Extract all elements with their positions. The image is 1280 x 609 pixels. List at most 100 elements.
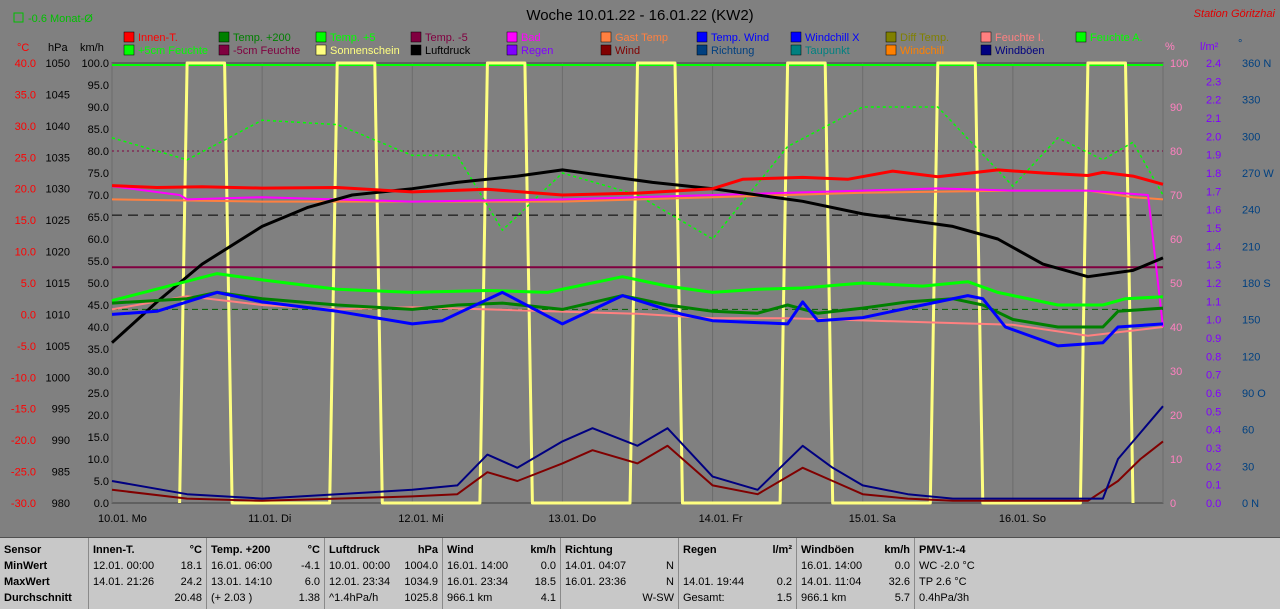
rain-tick-label: 2.4: [1206, 58, 1221, 70]
wind-unit-label: km/h: [80, 42, 104, 54]
stats-cell-label: 16.01. 14:00: [447, 560, 509, 572]
pressure-tick-label: 985: [52, 467, 70, 479]
temp-tick-label: 0.0: [21, 309, 36, 321]
x-tick-label: 11.01. Di: [248, 513, 291, 525]
legend-label: Sonnenschein: [330, 45, 400, 57]
series-line-temp-5: [111, 272, 1164, 307]
legend-label: Richtung: [711, 45, 754, 57]
stats-cell-label: 14.01. 21:26: [93, 576, 155, 588]
stats-cell-value: 1025.8: [404, 592, 438, 604]
rain-tick-label: 2.1: [1206, 113, 1221, 125]
temp-tick-label: -5.0: [17, 341, 36, 353]
stats-cell-value: 0.2: [776, 576, 792, 588]
wind-tick-label: 60.0: [88, 234, 109, 246]
legend-label: Wind: [615, 45, 640, 57]
legend-swatch: [410, 44, 422, 56]
wind-tick-label: 45.0: [88, 300, 109, 312]
legend-swatch: [790, 44, 802, 56]
humidity-tick-label: 90: [1170, 102, 1182, 114]
stats-cell-label: 966.1 km: [801, 592, 847, 604]
stats-sensor-column: Sensor MinWert MaxWert Durchschnitt: [0, 538, 88, 609]
direction-tick-label: 300: [1242, 131, 1260, 143]
rain-tick-label: 1.1: [1206, 296, 1221, 308]
wind-tick-label: 85.0: [88, 124, 109, 136]
x-tick-label: 16.01. So: [999, 513, 1046, 525]
legend-swatch: [123, 44, 135, 56]
chart-canvas: Woche 10.01.22 - 16.01.22 (KW2) Station G…: [11, 7, 1276, 525]
series-line-luftdruck: [110, 168, 1164, 344]
series-line-feuchte-a-: [111, 106, 1164, 240]
direction-tick-label: 360 N: [1242, 58, 1271, 70]
rain-tick-label: 0.2: [1206, 461, 1221, 473]
legend-swatch: [696, 31, 708, 43]
rain-tick-label: 1.5: [1206, 223, 1221, 235]
x-tick-label: 12.01. Mi: [398, 513, 443, 525]
direction-tick-label: 330: [1242, 95, 1260, 107]
wind-tick-label: 75.0: [88, 168, 109, 180]
direction-tick-label: 210: [1242, 241, 1260, 253]
humidity-tick-label: 100: [1170, 58, 1188, 70]
pressure-tick-label: 1035: [46, 152, 70, 164]
rain-tick-label: 0.4: [1206, 425, 1221, 437]
stats-cell-value: 18.1: [180, 560, 202, 572]
humidity-tick-label: 80: [1170, 146, 1182, 158]
stats-column: PMV-1:-4 WC -2.0 °C TP 2.6 °C 0.4hPa/3h: [914, 538, 1280, 609]
series-line-sonnenschein: [178, 61, 1135, 505]
stats-cell-label: 13.01. 14:10: [211, 576, 273, 588]
stats-cell-label: ^1.4hPa/h: [329, 592, 379, 604]
direction-tick-label: 90 O: [1242, 388, 1266, 400]
wind-tick-label: 15.0: [88, 432, 109, 444]
stats-cell-value: 0.0: [540, 560, 556, 572]
direction-tick-label: 180 S: [1242, 278, 1271, 290]
wind-tick-label: 5.0: [94, 476, 109, 488]
temp-tick-label: -30.0: [11, 498, 36, 510]
legend-label: Temp. +200: [233, 32, 291, 44]
stats-column-title: Richtung: [565, 544, 613, 556]
direction-unit-label: °: [1238, 38, 1242, 50]
stats-cell-label: 16.01. 23:36: [565, 576, 627, 588]
stats-cell-value: 32.6: [888, 576, 910, 588]
wind-tick-label: 20.0: [88, 410, 109, 422]
temp-tick-label: 40.0: [15, 58, 36, 70]
humidity-unit-label: %: [1165, 41, 1175, 53]
legend-label: Windchill: [900, 45, 944, 57]
stats-cell-label: TP 2.6 °C: [919, 576, 967, 588]
temp-tick-label: 5.0: [21, 278, 36, 290]
legend-swatch: [410, 31, 422, 43]
temp-tick-label: -25.0: [11, 467, 36, 479]
stats-cell-value: 1.5: [776, 592, 792, 604]
legend-label: Bad: [521, 32, 541, 44]
wind-tick-label: 65.0: [88, 212, 109, 224]
legend-label: Feuchte I.: [995, 32, 1044, 44]
humidity-tick-label: 60: [1170, 234, 1182, 246]
x-tick-label: 13.01. Do: [548, 513, 596, 525]
wind-tick-label: 30.0: [88, 366, 109, 378]
temp-tick-label: 10.0: [15, 247, 36, 259]
temp-tick-label: 35.0: [15, 89, 36, 101]
stats-cell-value: 24.2: [180, 576, 202, 588]
wind-tick-label: 40.0: [88, 322, 109, 334]
legend-swatch: [218, 44, 230, 56]
series-line-temp-200: [111, 290, 1164, 329]
pressure-tick-label: 1045: [46, 89, 70, 101]
legend-label: Innen-T.: [138, 32, 178, 44]
temp-unit-label: °C: [17, 42, 29, 54]
stats-column: Windböen km/h 16.01. 14:00 0.0 14.01. 11:04 3…: [796, 538, 914, 609]
pressure-tick-label: 1010: [46, 309, 70, 321]
stats-column-title: Wind: [447, 544, 474, 556]
legend-label: Temp. -5: [425, 32, 468, 44]
legend-swatch: [885, 31, 897, 43]
direction-tick-label: 0 N: [1242, 498, 1259, 510]
pressure-tick-label: 1030: [46, 184, 70, 196]
pressure-tick-label: 1050: [46, 58, 70, 70]
legend-label: -5cm Feuchte: [233, 45, 300, 57]
direction-tick-label: 120: [1242, 351, 1260, 363]
rain-unit-label: l/m²: [1200, 41, 1219, 53]
stats-cell-label: 16.01. 14:00: [801, 560, 863, 572]
rain-tick-label: 1.3: [1206, 260, 1221, 272]
stats-sensor-title: Sensor: [4, 544, 42, 556]
rain-tick-label: 2.2: [1206, 95, 1221, 107]
legend-label: Feuchte A.: [1090, 32, 1143, 44]
legend-label: Gast Temp: [615, 32, 668, 44]
pressure-tick-label: 1000: [46, 372, 70, 384]
